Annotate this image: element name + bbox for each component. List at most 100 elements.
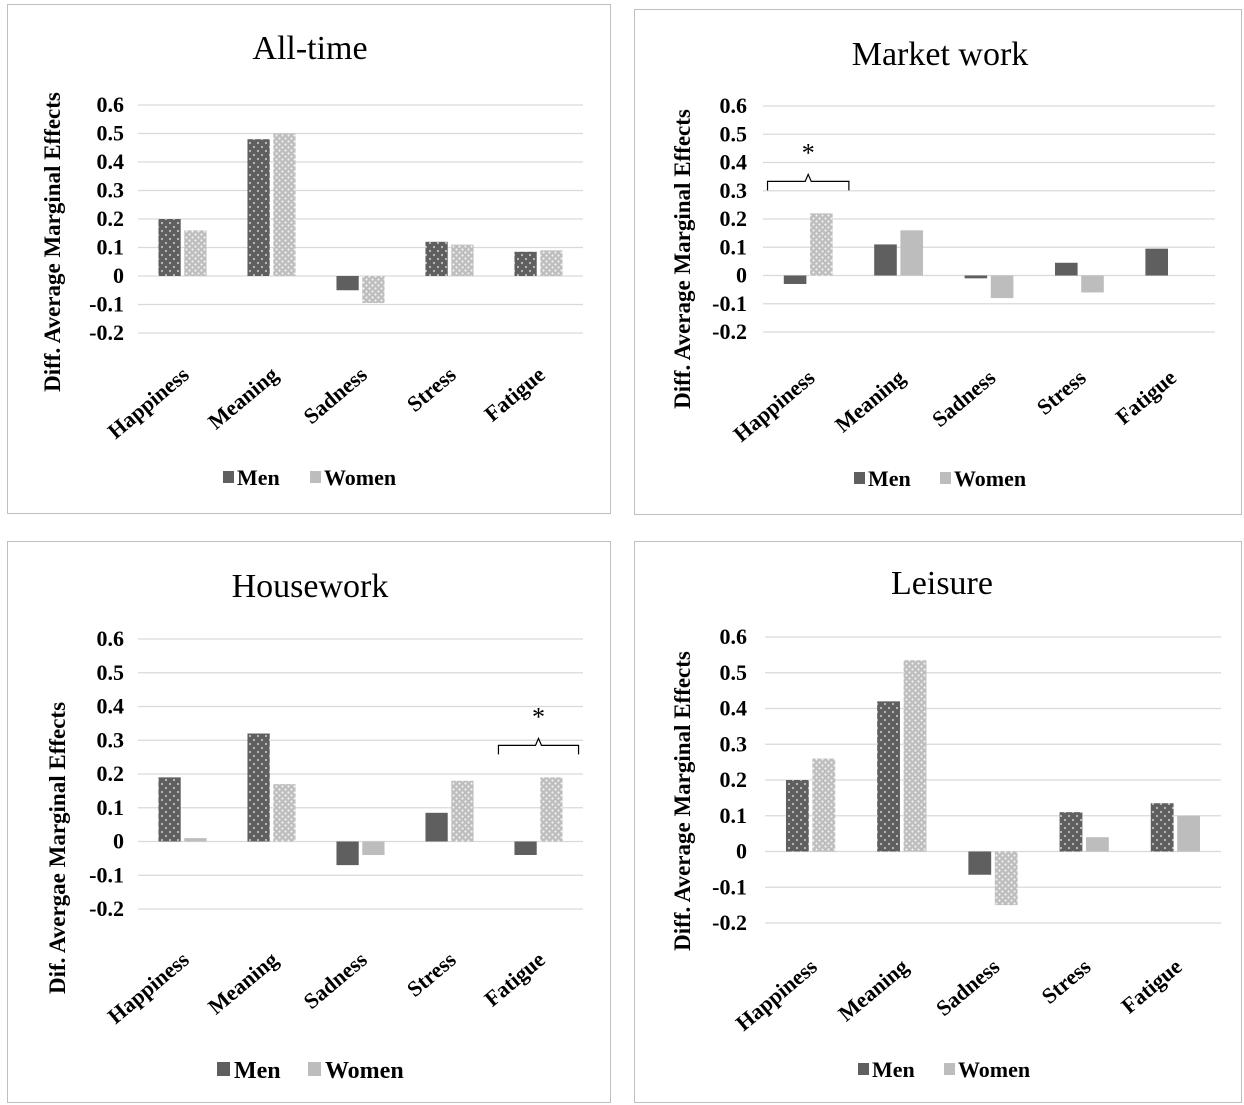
bar-men-meaning (874, 244, 897, 276)
legend-swatch-women (310, 471, 321, 483)
plot-area: 0.6 0.5 0.4 0.3 0.2 0.1 0 -0.1 -0.2 Happiness Mean… (712, 93, 1215, 447)
y-tick-label: 0.6 (97, 626, 125, 651)
x-category-label: Happiness (728, 364, 819, 446)
bar-men-stress (1054, 262, 1078, 276)
significance-brace (497, 736, 580, 755)
bar-women-stress (1086, 837, 1109, 852)
y-tick-label: 0.1 (97, 795, 125, 820)
bar-men-fatigue (514, 251, 537, 276)
x-category-label: Sadness (299, 946, 373, 1013)
y-tick-label: 0.4 (720, 696, 748, 721)
y-tick-label: 0.4 (97, 149, 125, 174)
bar-men-happiness (158, 219, 181, 276)
x-category-label: Stress (402, 361, 461, 416)
y-tick-label: -0.1 (89, 292, 124, 317)
bar-men-fatigue (514, 841, 537, 855)
x-category-label: Meaning (830, 365, 910, 438)
bar-men-meaning (247, 733, 270, 842)
y-tick-label: 0.1 (720, 803, 748, 828)
y-tick-label: 0.5 (720, 660, 748, 685)
y-tick-label: -0.1 (89, 862, 124, 887)
bar-women-fatigue (540, 777, 563, 842)
bar-men-stress (1059, 812, 1083, 852)
y-tick-label: 0.1 (97, 235, 125, 260)
bar-men-happiness (785, 780, 809, 852)
bar-women-fatigue (1177, 815, 1201, 852)
y-tick-label: 0.3 (720, 178, 748, 203)
y-tick-label: 0.5 (97, 121, 125, 146)
bar-women-stress (451, 244, 474, 276)
chart-panel-all-time: All-time Diff. Average Marginal Effects … (7, 4, 611, 514)
x-category-label: Fatigue (479, 947, 550, 1012)
chart-panel-housework: Housework Dif. Avergae Marginal Effects … (7, 541, 611, 1103)
x-category-label: Fatigue (479, 362, 550, 427)
x-category-label: Fatigue (1111, 365, 1182, 430)
legend-swatch-men (217, 1062, 230, 1076)
bar-women-happiness (184, 838, 207, 842)
bar-women-meaning (273, 784, 296, 842)
bar-women-sadness (994, 851, 1018, 906)
x-category-label: Happiness (731, 953, 822, 1035)
legend-label-women: Women (325, 1058, 404, 1084)
plot-area: 0.6 0.5 0.4 0.3 0.2 0.1 0 -0.1 -0.2 Happiness Mean… (89, 92, 583, 444)
y-tick-label: 0.3 (97, 727, 125, 752)
y-tick-label: 0.4 (720, 150, 748, 175)
x-category-label: Stress (1037, 953, 1096, 1008)
x-category-label: Meaning (203, 362, 283, 435)
legend-label-women: Women (958, 1057, 1030, 1082)
x-category-label: Happiness (103, 946, 194, 1028)
y-axis-label: Diff. Average Marginal Effects (670, 651, 695, 951)
y-tick-label: -0.2 (712, 319, 747, 344)
bar-women-meaning (903, 660, 927, 852)
y-tick-label: 0.2 (97, 761, 125, 786)
y-tick-label: 0.3 (720, 731, 748, 756)
bar-women-meaning (273, 133, 296, 276)
legend-swatch-women (940, 472, 951, 484)
x-category-label: Happiness (103, 361, 194, 443)
chart-panel-leisure: Leisure Diff. Average Marginal Effects 0… (634, 541, 1242, 1103)
y-tick-label: -0.2 (712, 910, 747, 935)
legend: Men Women (854, 466, 1026, 491)
y-tick-label: -0.2 (89, 320, 124, 345)
significance-star: * (802, 138, 815, 167)
y-axis-label: Diff. Average Marginal Effects (40, 92, 65, 392)
legend-swatch-men (223, 471, 234, 483)
bar-women-sadness (362, 841, 385, 855)
legend-swatch-women (308, 1062, 321, 1076)
y-axis-label: Dif. Avergae Marginal Effects (45, 702, 70, 994)
bar-men-sadness (968, 851, 992, 875)
chart-svg-leisure: Leisure Diff. Average Marginal Effects 0… (670, 565, 1221, 1082)
y-tick-label: -0.2 (89, 896, 124, 921)
legend-label-men: Men (234, 1058, 281, 1084)
bar-men-happiness (158, 777, 181, 842)
x-category-label: Fatigue (1116, 954, 1187, 1019)
y-tick-label: 0.5 (720, 121, 748, 146)
y-tick-label: 0 (113, 263, 124, 288)
chart-title: Market work (852, 36, 1029, 73)
bar-men-happiness (783, 275, 807, 284)
bar-women-happiness (812, 758, 836, 852)
bar-men-meaning (247, 139, 270, 276)
legend-label-women: Women (954, 466, 1026, 491)
y-tick-label: 0.1 (720, 234, 748, 259)
legend-label-women: Women (324, 465, 396, 490)
y-tick-label: 0 (736, 839, 747, 864)
chart-title: All-time (252, 30, 367, 67)
y-tick-label: 0.3 (97, 178, 125, 203)
bar-men-sadness (336, 841, 359, 866)
bar-women-fatigue (540, 250, 563, 276)
bar-men-stress (425, 241, 448, 276)
chart-svg-market-work: Market work Diff. Average Marginal Effec… (670, 36, 1215, 491)
bar-women-meaning (900, 230, 924, 276)
legend: Men Women (858, 1057, 1030, 1082)
chart-title: Leisure (891, 565, 993, 602)
legend: Men Women (223, 465, 396, 490)
bar-men-stress (425, 812, 448, 842)
legend-label-men: Men (872, 1057, 915, 1082)
plot-area: 0.6 0.5 0.4 0.3 0.2 0.1 0 -0.1 -0.2 Happiness Mean… (712, 624, 1221, 1036)
legend-swatch-women (944, 1063, 955, 1075)
x-category-label: Stress (1032, 364, 1091, 419)
x-category-label: Sadness (299, 361, 373, 428)
bar-women-happiness (184, 230, 207, 276)
bar-women-sadness (990, 275, 1014, 299)
